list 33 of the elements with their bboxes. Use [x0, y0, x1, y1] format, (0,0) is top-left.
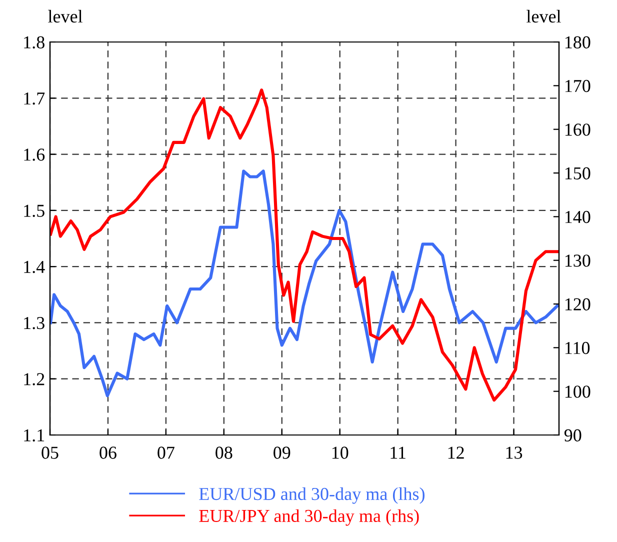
y-tick-label: 1.3 — [24, 317, 44, 330]
line-series — [50, 170, 559, 398]
legend-label: EUR/JPY and 30-day ma (rhs) — [199, 509, 419, 526]
y-tick-label: 1.7 — [24, 92, 45, 105]
y2-tick-label: 170 — [565, 80, 590, 92]
y2-tick-label: 180 — [565, 36, 590, 48]
x-tick-label: 08 — [216, 446, 232, 459]
y2-tick-label: 120 — [565, 298, 590, 310]
y-tick-label: 1.1 — [24, 429, 44, 442]
y-tick-label: 1.6 — [24, 148, 45, 161]
y2-tick-label: 90 — [564, 429, 582, 442]
y-tick-label: 1.8 — [24, 36, 44, 49]
line-series — [50, 88, 559, 402]
x-tick-label: 10 — [332, 446, 348, 459]
x-tick-label: 07 — [158, 446, 174, 459]
y-axis-title: level — [48, 10, 82, 23]
x-tick-label: 13 — [506, 446, 522, 459]
x-tick-label: 09 — [274, 446, 290, 459]
legend-label: EUR/USD and 30-day ma (lhs) — [199, 487, 424, 504]
y-tick-label: 1.2 — [24, 373, 44, 386]
y2-axis-title: level — [526, 10, 561, 23]
y-tick-label: 1.4 — [24, 260, 45, 274]
x-tick-label: 06 — [100, 446, 116, 459]
x-tick-label: 11 — [390, 446, 406, 459]
y2-tick-label: 150 — [565, 167, 590, 180]
y-tick-label: 1.5 — [24, 204, 44, 217]
y2-tick-label: 110 — [565, 342, 590, 354]
y2-tick-label: 100 — [565, 386, 590, 398]
x-tick-label: 12 — [448, 446, 464, 459]
y2-tick-label: 130 — [565, 254, 590, 267]
y2-tick-label: 140 — [565, 210, 590, 224]
y2-tick-label: 160 — [565, 124, 590, 136]
x-tick-label: 05 — [42, 446, 58, 459]
